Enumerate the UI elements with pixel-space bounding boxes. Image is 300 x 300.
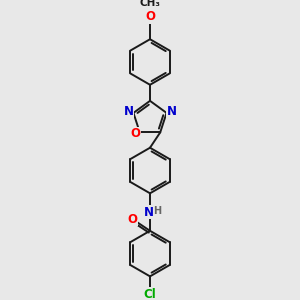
Text: N: N (144, 206, 154, 219)
Text: Cl: Cl (144, 288, 156, 300)
Text: O: O (145, 11, 155, 23)
Text: N: N (167, 105, 176, 118)
Text: O: O (127, 212, 137, 226)
Text: H: H (153, 206, 162, 216)
Text: O: O (130, 127, 140, 140)
Text: CH₃: CH₃ (140, 0, 160, 8)
Text: N: N (124, 105, 134, 118)
